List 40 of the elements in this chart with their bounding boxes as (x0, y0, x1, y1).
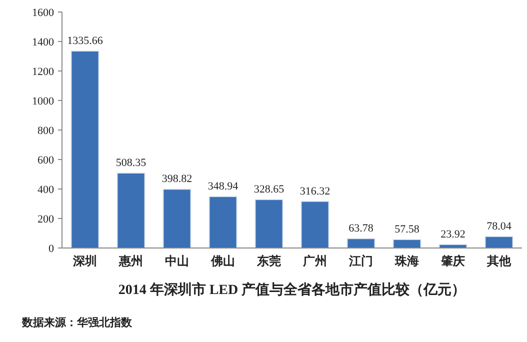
x-tick-label: 广州 (302, 254, 327, 268)
bar (300, 200, 330, 248)
data-label: 63.78 (348, 222, 374, 235)
y-tick-label: 1400 (32, 36, 54, 48)
y-tick-label: 200 (38, 214, 54, 226)
x-tick-label: 深圳 (72, 254, 97, 268)
y-tick-label: 1000 (32, 96, 54, 108)
data-label: 316.32 (300, 185, 330, 198)
bar (162, 188, 192, 248)
y-tick-label: 0 (48, 243, 54, 255)
data-label: 398.82 (162, 173, 192, 186)
bar (484, 236, 514, 248)
data-label: 23.92 (440, 228, 466, 240)
x-tick-label: 其他 (486, 254, 512, 268)
x-tick-label: 肇庆 (440, 254, 465, 268)
data-label: 348.94 (208, 180, 239, 193)
bar (254, 199, 284, 248)
x-tick-label: 东莞 (256, 254, 281, 268)
y-tick-label: 600 (38, 154, 54, 166)
y-tick-label: 400 (38, 184, 54, 196)
x-tick-label: 江门 (348, 254, 373, 268)
bar (208, 196, 238, 248)
bar (346, 238, 376, 248)
text: 2014 年深圳市 LED 产值与全省各地市产值比较（亿元） (118, 281, 466, 298)
data-label: 328.65 (254, 184, 285, 196)
y-tick-label: 800 (38, 125, 54, 137)
bar (392, 239, 422, 248)
x-tick-label: 佛山 (210, 254, 235, 268)
data-label: 508.35 (116, 157, 147, 170)
x-tick-label: 惠州 (118, 254, 143, 268)
y-tick-label: 1600 (32, 7, 54, 19)
data-label: 1335.66 (67, 34, 104, 47)
x-tick-label: 中山 (165, 254, 189, 268)
data-label: 57.58 (394, 224, 420, 236)
bar (116, 172, 146, 248)
data-label: 78.04 (486, 220, 512, 232)
x-tick-label: 珠海 (394, 254, 419, 268)
source-note: 数据来源：华强北指数 (21, 316, 133, 329)
bar (70, 50, 100, 248)
y-tick-label: 1200 (32, 66, 54, 78)
